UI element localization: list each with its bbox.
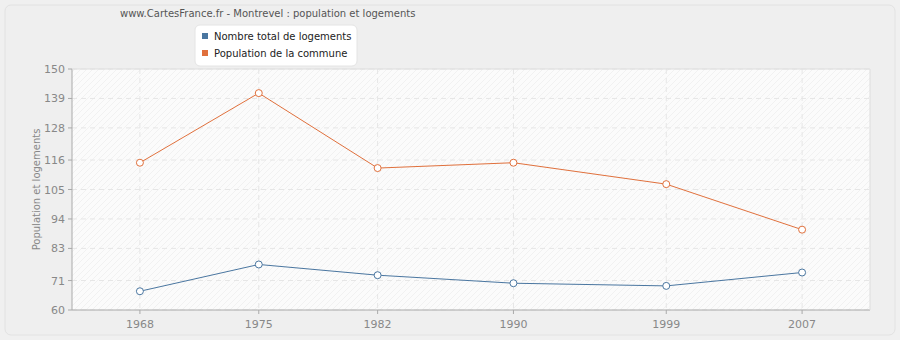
tick-label: 2007 xyxy=(788,318,816,331)
point xyxy=(374,272,381,279)
point xyxy=(136,288,143,295)
tick xyxy=(802,310,803,314)
tick xyxy=(68,160,72,161)
tick-label: 128 xyxy=(44,122,65,135)
y-axis xyxy=(72,69,73,310)
tick xyxy=(68,310,72,311)
background xyxy=(0,0,900,340)
legend-swatch xyxy=(202,50,208,56)
tick xyxy=(68,248,72,249)
grid-line xyxy=(72,160,870,161)
point xyxy=(374,165,381,172)
tick xyxy=(68,218,72,219)
point xyxy=(799,269,806,276)
point xyxy=(255,90,262,97)
legend-label: Population de la commune xyxy=(214,48,347,59)
point xyxy=(663,181,670,188)
tick-label: 83 xyxy=(51,242,65,255)
frame-top xyxy=(72,69,870,70)
grid-line xyxy=(72,69,870,70)
tick-label: 1990 xyxy=(499,318,527,331)
tick xyxy=(68,98,72,99)
title: www.CartesFrance.fr - Montrevel : popula… xyxy=(120,8,415,19)
tick xyxy=(68,127,72,128)
point xyxy=(136,159,143,166)
point xyxy=(799,226,806,233)
frame xyxy=(5,5,895,335)
y-axis-label: Population et logements xyxy=(31,129,42,251)
tick-label: 116 xyxy=(44,154,65,167)
grid-line xyxy=(258,69,259,310)
tick-label: 1975 xyxy=(245,318,273,331)
tick xyxy=(258,310,259,314)
grid-line xyxy=(72,189,870,190)
plot-area xyxy=(72,69,870,310)
point xyxy=(663,282,670,289)
grid-line xyxy=(72,310,870,311)
point xyxy=(510,159,517,166)
tick xyxy=(68,280,72,281)
tick xyxy=(68,69,72,70)
tick-label: 94 xyxy=(51,213,65,226)
tick xyxy=(68,189,72,190)
grid-line xyxy=(72,248,870,249)
grid-line xyxy=(666,69,667,310)
grid-line xyxy=(72,127,870,128)
legend-label: Nombre total de logements xyxy=(214,31,351,42)
x-axis xyxy=(72,310,870,311)
point xyxy=(255,261,262,268)
legend-box xyxy=(195,25,357,66)
tick xyxy=(513,310,514,314)
tick xyxy=(666,310,667,314)
grid-line xyxy=(513,69,514,310)
tick xyxy=(377,310,378,314)
chart: 60 71 83 94 105 116 128 139 150 1968 1975 1982 1990 1… xyxy=(0,0,900,340)
chart-container: 60 71 83 94 105 116 128 139 150 1968 1975 1982 1990 1… xyxy=(0,0,900,340)
tick-label: 60 xyxy=(51,304,65,317)
grid-line xyxy=(139,69,140,310)
tick-label: 150 xyxy=(44,63,65,76)
legend: Nombre total de logements Population de l… xyxy=(195,25,357,66)
series-line xyxy=(140,93,802,230)
grid-line xyxy=(72,98,870,99)
tick-label: 1982 xyxy=(364,318,392,331)
series-group xyxy=(136,90,805,295)
point xyxy=(510,280,517,287)
legend-swatch xyxy=(202,33,208,39)
series-line xyxy=(140,264,802,291)
tick-label: 1999 xyxy=(652,318,680,331)
tick-label: 71 xyxy=(51,275,65,288)
tick-label: 1968 xyxy=(126,318,154,331)
tick-label: 105 xyxy=(44,184,65,197)
tick-label: 139 xyxy=(44,92,65,105)
frame-right xyxy=(870,69,871,310)
tick xyxy=(139,310,140,314)
grid-line xyxy=(72,218,870,219)
